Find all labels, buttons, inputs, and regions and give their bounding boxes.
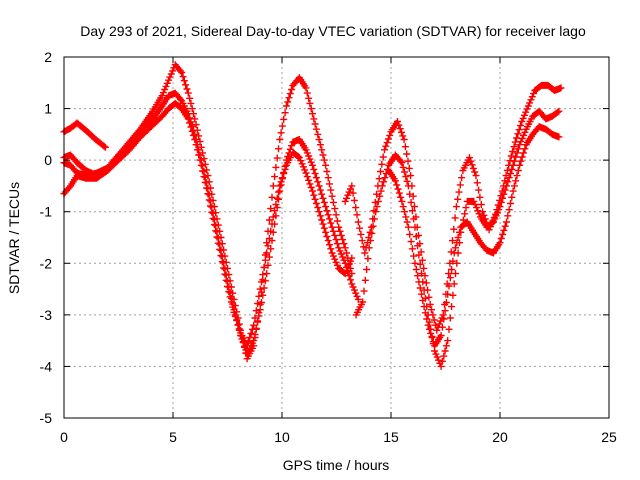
y-tick-label: -4 bbox=[40, 358, 53, 374]
series-track-4 bbox=[60, 99, 356, 350]
y-tick-label: -2 bbox=[40, 255, 53, 271]
axis-ticks bbox=[63, 56, 610, 419]
series-track-1 bbox=[60, 119, 109, 151]
series-markers bbox=[352, 107, 563, 370]
x-tick-label: 10 bbox=[274, 429, 290, 445]
y-tick-label: 2 bbox=[44, 49, 52, 65]
y-tick-label: 1 bbox=[44, 101, 52, 117]
series-markers bbox=[60, 99, 356, 350]
y-tick-label: -3 bbox=[40, 307, 53, 323]
series-markers bbox=[60, 119, 109, 151]
data-series bbox=[60, 61, 565, 370]
y-tick-labels: -5 -4 -3 -2 -1 0 1 2 bbox=[40, 49, 53, 426]
y-tick-label: 0 bbox=[44, 152, 52, 168]
x-tick-label: 25 bbox=[601, 429, 617, 445]
x-tick-label: 20 bbox=[492, 429, 508, 445]
series-markers bbox=[385, 123, 563, 350]
series-track-7 bbox=[385, 123, 563, 350]
x-tick-label: 5 bbox=[169, 429, 177, 445]
x-tick-label: 0 bbox=[60, 429, 68, 445]
chart-title: Day 293 of 2021, Sidereal Day-to-day VTE… bbox=[80, 23, 586, 39]
y-tick-label: -5 bbox=[40, 410, 53, 426]
plot-frame bbox=[63, 56, 610, 419]
x-axis-label: GPS time / hours bbox=[283, 457, 390, 473]
x-tick-labels: 0 5 10 15 20 25 bbox=[60, 429, 617, 445]
series-track-6 bbox=[352, 107, 563, 370]
y-axis-label: SDTVAR / TECUs bbox=[6, 182, 22, 294]
x-tick-label: 15 bbox=[383, 429, 399, 445]
y-tick-label: -1 bbox=[40, 204, 53, 220]
